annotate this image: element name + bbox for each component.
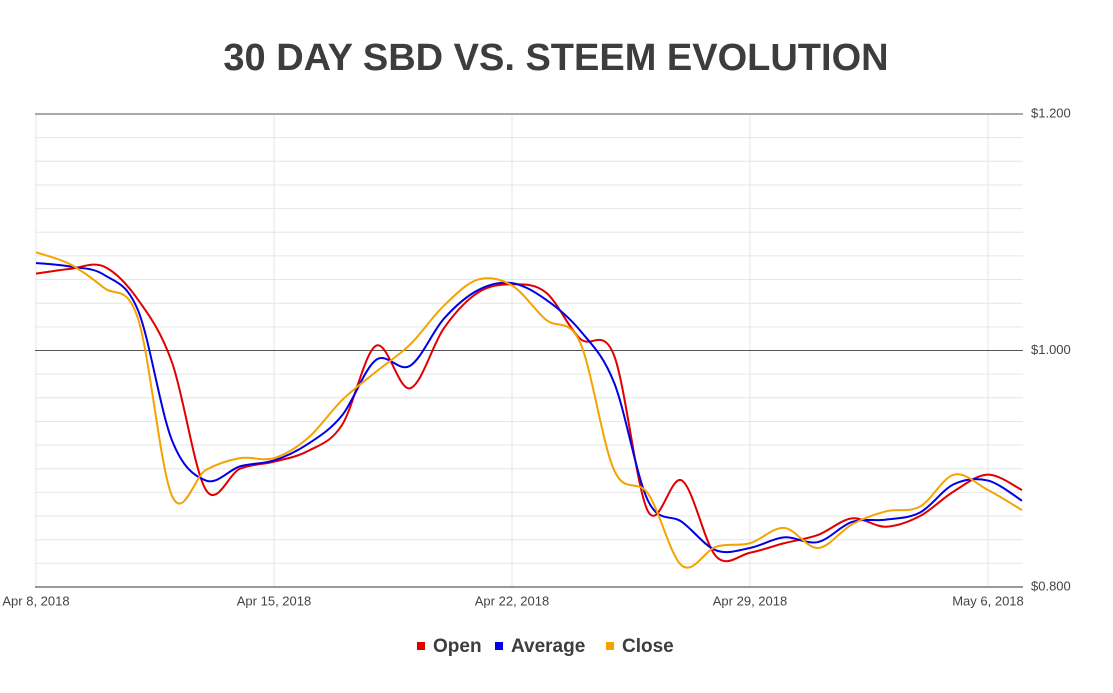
- x-tick-label: Apr 8, 2018: [2, 593, 69, 608]
- y-tick-label: $0.800: [1031, 578, 1071, 593]
- legend-swatch: [417, 642, 425, 650]
- x-tick-label: May 6, 2018: [952, 593, 1024, 608]
- y-tick-label: $1.200: [1031, 105, 1071, 120]
- series-line: [35, 262, 1023, 554]
- series-line: [35, 251, 1023, 569]
- chart-title: 30 DAY SBD VS. STEEM EVOLUTION: [223, 37, 888, 79]
- x-tick-label: Apr 15, 2018: [237, 593, 311, 608]
- legend-swatch: [495, 642, 503, 650]
- legend-label: Close: [622, 636, 674, 657]
- legend-swatch: [606, 642, 614, 650]
- legend-label: Open: [433, 636, 482, 657]
- legend-label: Average: [511, 636, 585, 657]
- y-tick-label: $1.000: [1031, 342, 1071, 357]
- x-tick-label: Apr 29, 2018: [713, 593, 787, 608]
- series-line: [35, 263, 1023, 563]
- x-tick-label: Apr 22, 2018: [475, 593, 549, 608]
